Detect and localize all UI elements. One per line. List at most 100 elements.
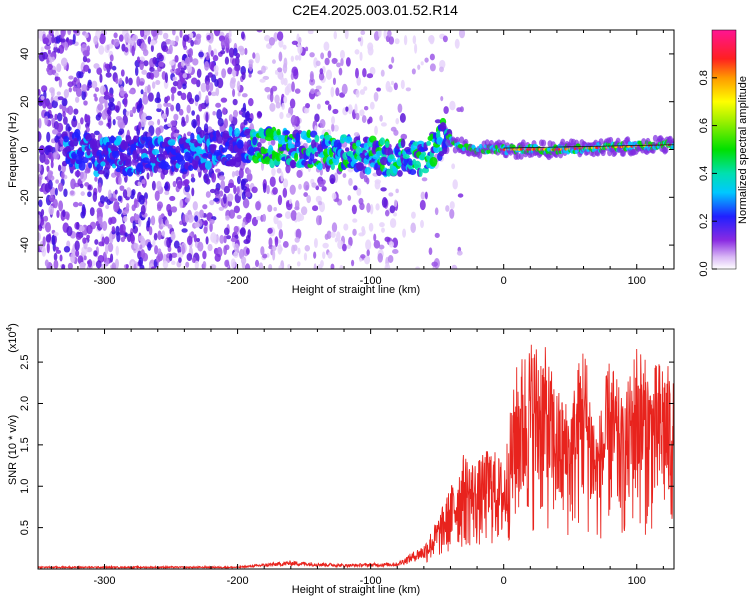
spectrogram-cell bbox=[119, 185, 125, 191]
spectrogram-cell bbox=[44, 115, 49, 126]
spectrogram-cell bbox=[44, 158, 50, 165]
spectrogram-cell bbox=[124, 232, 128, 237]
spectrogram-cell bbox=[59, 38, 66, 43]
spectrogram-cell bbox=[116, 231, 121, 243]
spectrogram-cell bbox=[345, 57, 351, 67]
spectrogram-cell bbox=[291, 244, 296, 255]
spectrogram-cell bbox=[152, 69, 160, 78]
spectrogram-cell bbox=[104, 244, 109, 255]
spectrogram-cell bbox=[108, 232, 113, 243]
spectrogram-cell bbox=[76, 78, 81, 89]
spectrogram-cell bbox=[95, 260, 102, 269]
spectrogram-cell bbox=[75, 250, 80, 257]
spectrogram-cell bbox=[354, 103, 358, 114]
spectrogram-cell bbox=[267, 141, 272, 146]
spectrogram-cell bbox=[325, 69, 333, 80]
spectrogram-cell bbox=[176, 180, 183, 190]
spectrogram-cell bbox=[228, 209, 236, 219]
spectrogram-cell bbox=[82, 55, 88, 63]
spectrogram-ridge-cell bbox=[132, 149, 138, 160]
spectrogram-cell bbox=[177, 245, 182, 254]
spectrogram-cell bbox=[415, 266, 420, 269]
spectrogram-cell bbox=[128, 89, 135, 95]
spectrogram-cell bbox=[74, 240, 80, 251]
spectrogram-ridge-cell bbox=[228, 126, 233, 137]
spectrogram-cell bbox=[150, 72, 155, 80]
spectrogram-cell bbox=[388, 36, 395, 45]
spectrogram-cell bbox=[445, 205, 450, 212]
spectrogram-cell bbox=[363, 175, 368, 183]
spectrogram-ridge-cell bbox=[336, 142, 342, 150]
spectrogram-cell bbox=[84, 32, 89, 39]
spectrogram-cell bbox=[112, 118, 116, 126]
spectrogram-ridge-cell bbox=[400, 138, 406, 148]
spectrogram-cell bbox=[55, 249, 62, 254]
spectrogram-cell bbox=[279, 111, 284, 120]
spectrogram-cell bbox=[281, 102, 285, 110]
spectrogram-cell bbox=[70, 252, 76, 264]
spectrogram-cell bbox=[170, 206, 178, 213]
spectrogram-cell bbox=[85, 126, 90, 133]
spectrogram-cell bbox=[171, 260, 176, 265]
spectrogram-ridge-cell bbox=[234, 127, 240, 137]
spectrogram-cell bbox=[303, 192, 308, 198]
spectrogram-ridge-cell bbox=[413, 160, 422, 171]
spectrogram-cell bbox=[290, 114, 298, 126]
spectrogram-cell bbox=[74, 170, 81, 177]
spectrogram-cell bbox=[298, 36, 302, 44]
spectrogram-cell bbox=[139, 60, 145, 71]
spectrogram-cell bbox=[125, 264, 129, 269]
spectrogram-cell bbox=[243, 119, 248, 126]
spectrogram-cell bbox=[38, 131, 42, 142]
spectrogram-cell bbox=[93, 93, 97, 98]
spectrogram-cell bbox=[113, 38, 120, 47]
spectrogram-cell bbox=[89, 207, 95, 217]
spectrogram-cell bbox=[109, 253, 114, 263]
spectrogram-cell bbox=[358, 232, 365, 237]
spectrogram-cell bbox=[384, 262, 391, 269]
spectrogram-cell bbox=[294, 55, 299, 61]
spectrogram-cell bbox=[136, 76, 141, 87]
spectrogram-cell bbox=[236, 214, 242, 220]
spectrogram-cell bbox=[125, 187, 132, 198]
snr-x-ticks: -300 -200 -100 0 100 bbox=[50, 329, 664, 587]
spectrogram-cell bbox=[141, 179, 146, 185]
spectrogram-cell bbox=[143, 60, 149, 67]
spectrogram-cell bbox=[345, 106, 349, 112]
spectrogram-cell bbox=[152, 239, 156, 247]
spectrogram-cell bbox=[131, 158, 136, 166]
spectrogram-cell bbox=[279, 246, 283, 252]
spectrogram-cell bbox=[387, 255, 394, 263]
spectrogram-band-cell bbox=[477, 151, 483, 159]
spectrogram-ridge-cell bbox=[71, 153, 77, 160]
snr-x-tick-label: -200 bbox=[227, 575, 249, 587]
spectrogram-cell bbox=[384, 209, 390, 217]
spectrogram-cell bbox=[282, 241, 289, 248]
spectrogram-cell bbox=[172, 30, 176, 36]
spectrogram-cell bbox=[420, 191, 426, 200]
spectrogram-cell bbox=[354, 49, 360, 55]
spectrogram-x-ticks: -300 -200 -100 0 100 bbox=[50, 30, 664, 287]
spectrogram-ridge-cell bbox=[96, 139, 101, 149]
spectrogram-cell bbox=[169, 40, 176, 46]
spectrogram-center-line bbox=[503, 144, 674, 149]
spectrogram-cell bbox=[367, 118, 371, 125]
spectrogram-ridge-cell bbox=[73, 137, 79, 147]
spectrogram-cell bbox=[51, 118, 56, 124]
spectrogram-cell bbox=[363, 254, 371, 265]
spectrogram-cell bbox=[186, 104, 191, 114]
spectrogram-cell bbox=[80, 117, 84, 125]
spectrogram-cell bbox=[156, 52, 163, 60]
spectrogram-cell bbox=[331, 57, 338, 65]
spectrogram-ridge-cell bbox=[81, 156, 89, 164]
spectrogram-cell bbox=[395, 118, 400, 125]
spectrogram-cell bbox=[156, 107, 162, 113]
spectrogram-cell bbox=[47, 49, 51, 55]
spectrogram-cell bbox=[357, 37, 362, 42]
spectrogram-cell bbox=[160, 41, 167, 52]
spectrogram-cell bbox=[124, 47, 129, 53]
spectrogram-cell bbox=[76, 71, 82, 79]
spectrogram-cell bbox=[94, 239, 99, 245]
snr-y-exponent: (x104) bbox=[5, 323, 19, 353]
spectrogram-cell bbox=[374, 179, 382, 185]
